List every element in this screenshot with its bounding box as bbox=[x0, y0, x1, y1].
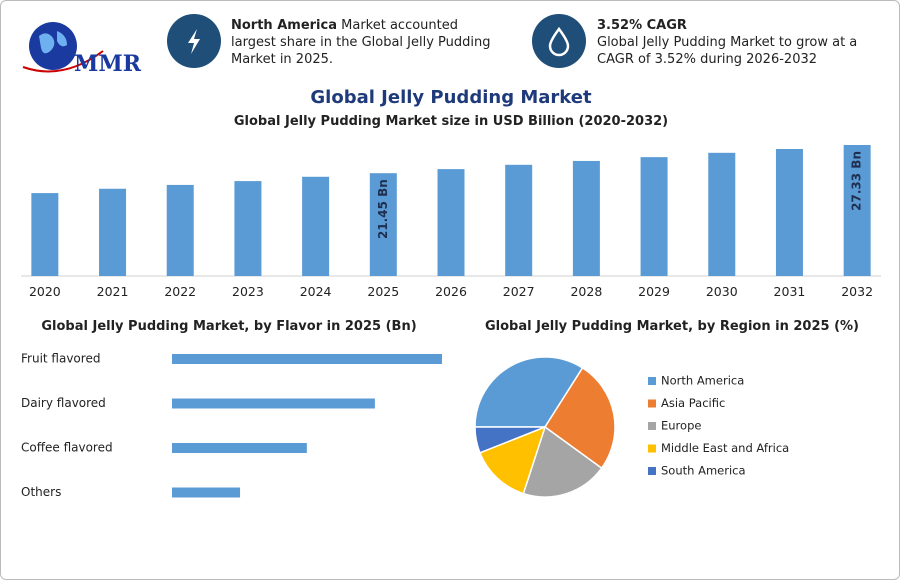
legend-swatch bbox=[648, 422, 656, 430]
main-title: Global Jelly Pudding Market bbox=[310, 87, 592, 108]
bar bbox=[572, 160, 600, 276]
chart-title: Global Jelly Pudding Market, by Region i… bbox=[485, 319, 859, 334]
pie-slice bbox=[543, 366, 616, 470]
legend-label: North America bbox=[661, 374, 744, 388]
globe-land bbox=[39, 31, 67, 54]
pie-slice bbox=[522, 425, 603, 498]
bar bbox=[775, 148, 803, 276]
legend-label: Asia Pacific bbox=[661, 396, 725, 410]
bar bbox=[505, 164, 533, 276]
bar bbox=[234, 181, 262, 276]
x-tick-label: 2025 bbox=[367, 284, 399, 299]
legend-label: Middle East and Africa bbox=[661, 441, 789, 455]
chart-title: Global Jelly Pudding Market size in USD … bbox=[234, 114, 668, 129]
drop-icon bbox=[548, 26, 570, 57]
chart-title: Global Jelly Pudding Market, by Flavor i… bbox=[41, 319, 416, 334]
bar bbox=[302, 176, 330, 276]
info-box: 3.52% CAGR Global Jelly Pudding Market t… bbox=[597, 17, 862, 68]
x-tick-label: 2020 bbox=[29, 284, 61, 299]
bar bbox=[172, 487, 241, 498]
category-label: Dairy flavored bbox=[21, 396, 106, 410]
logo-text: MMR bbox=[74, 51, 142, 77]
bar bbox=[708, 152, 736, 276]
info-highlight: North America bbox=[231, 18, 337, 33]
info-text: Market accounted largest share in the Gl… bbox=[231, 18, 491, 67]
legend-swatch bbox=[648, 377, 656, 385]
bar bbox=[172, 354, 442, 364]
bar bbox=[640, 157, 668, 276]
x-tick-label: 2028 bbox=[570, 284, 602, 299]
x-tick-label: 2022 bbox=[164, 284, 196, 299]
legend-swatch bbox=[648, 399, 656, 408]
info-text: Global Jelly Pudding Market to grow at a… bbox=[597, 35, 858, 67]
category-label: Coffee flavored bbox=[21, 441, 113, 455]
bar bbox=[166, 184, 194, 276]
logo: MMR bbox=[22, 22, 142, 77]
x-tick-label: 2021 bbox=[97, 284, 129, 299]
x-tick-label: 2023 bbox=[232, 284, 264, 299]
x-tick-label: 2026 bbox=[435, 284, 467, 299]
bar bbox=[99, 188, 127, 276]
bar bbox=[437, 169, 465, 276]
bolt-icon bbox=[188, 29, 200, 54]
legend-label: South America bbox=[661, 464, 746, 478]
category-label: Others bbox=[21, 485, 61, 499]
bar bbox=[172, 398, 375, 409]
x-tick-label: 2027 bbox=[503, 284, 535, 299]
x-tick-label: 2031 bbox=[774, 284, 806, 299]
info-box: North America Market accounted largest s… bbox=[231, 17, 506, 68]
icon-circle bbox=[532, 14, 586, 68]
bar bbox=[369, 173, 397, 276]
swoosh bbox=[22, 50, 104, 73]
x-tick-label: 2029 bbox=[638, 284, 670, 299]
x-tick-label: 2032 bbox=[841, 284, 873, 299]
x-tick-label: 2024 bbox=[300, 284, 332, 299]
bar bbox=[843, 145, 871, 276]
pie-slice bbox=[478, 425, 547, 495]
legend-swatch bbox=[648, 444, 656, 453]
legend-label: Europe bbox=[661, 419, 701, 433]
info-highlight: 3.52% CAGR bbox=[597, 18, 687, 33]
category-label: Fruit flavored bbox=[21, 352, 100, 366]
x-tick-label: 2030 bbox=[706, 284, 738, 299]
value-label: 27.33 Bn bbox=[850, 151, 864, 211]
pie-slice bbox=[474, 426, 546, 454]
bar bbox=[31, 193, 59, 276]
value-label: 21.45 Bn bbox=[376, 179, 390, 239]
bar bbox=[172, 443, 307, 453]
legend-swatch bbox=[648, 467, 656, 475]
